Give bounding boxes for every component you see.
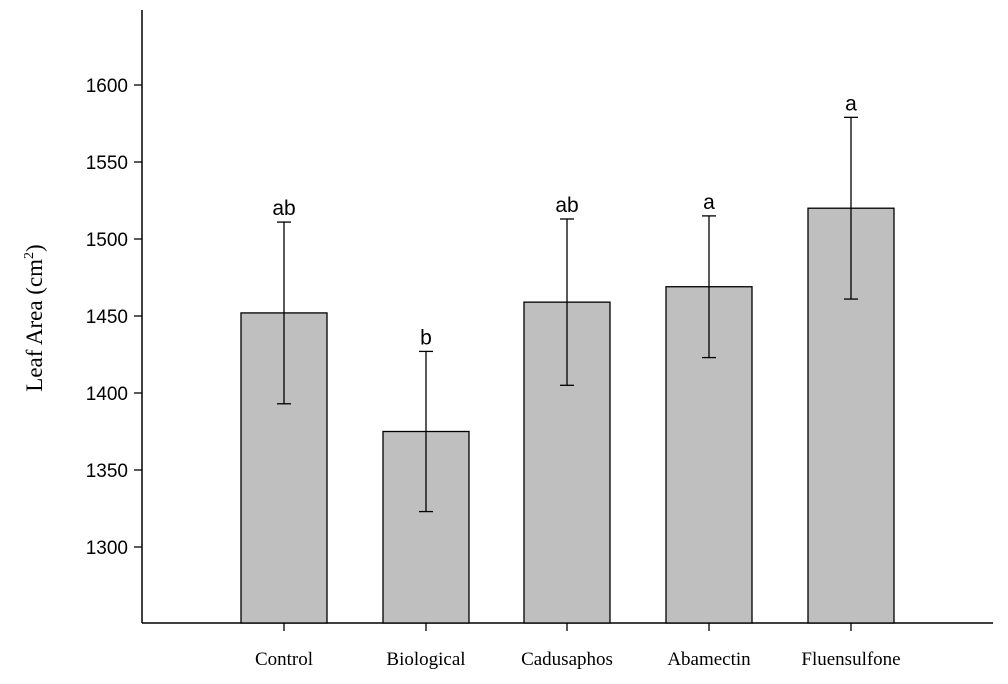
significance-label: ab: [555, 194, 578, 217]
y-axis-label-close: ): [22, 244, 47, 252]
x-tick-label: Fluensulfone: [801, 649, 900, 670]
y-tick-label: 1300: [86, 538, 128, 559]
y-tick-label: 1450: [86, 307, 128, 328]
x-tick-label: Control: [255, 649, 313, 670]
plot-area: 1300 1350 1400 1450 1500 1550 1600 ab Control b Bi…: [86, 10, 993, 670]
y-axis-label-superscript: 2: [22, 252, 37, 259]
y-tick-label: 1400: [86, 384, 128, 405]
significance-label: a: [845, 92, 857, 115]
significance-label: a: [703, 191, 715, 214]
y-tick-label: 1500: [86, 230, 128, 251]
x-tick-label: Biological: [386, 649, 465, 670]
y-axis-label: Leaf Area (cm2): [22, 244, 47, 391]
x-tick-label: Abamectin: [667, 649, 751, 670]
y-tick-label: 1350: [86, 461, 128, 482]
significance-label: ab: [272, 197, 295, 220]
y-axis-label-main: Leaf Area (cm: [22, 259, 47, 392]
y-tick-label: 1550: [86, 153, 128, 174]
x-tick-label: Cadusaphos: [521, 649, 613, 670]
significance-label: b: [420, 326, 432, 349]
y-tick-label: 1600: [86, 76, 128, 97]
